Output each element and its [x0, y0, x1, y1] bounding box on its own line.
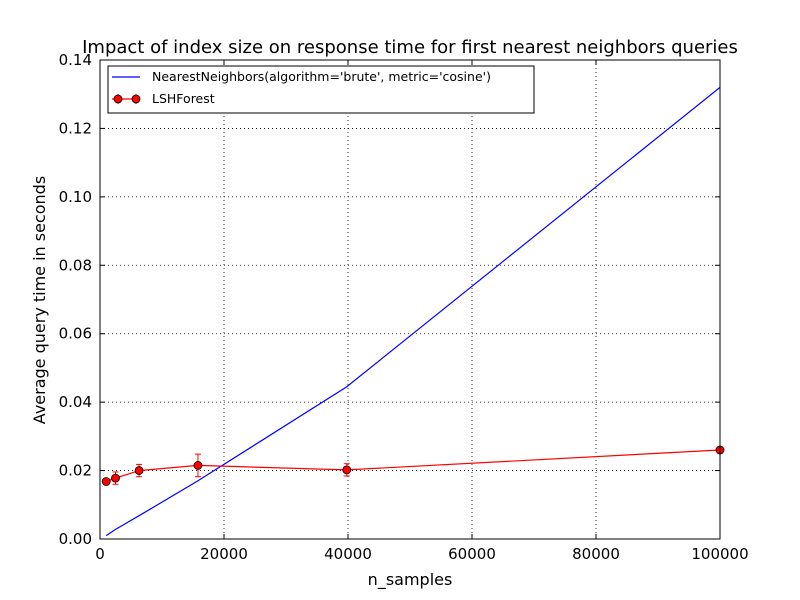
ticks: 0 20000 40000 60000 80000 100000 0.00 0.02 0.04 0…: [59, 51, 749, 563]
x-tick-label: 100000: [691, 545, 748, 563]
x-tick-label: 80000: [572, 545, 620, 563]
legend-box: [107, 65, 535, 114]
legend-label-0: NearestNeighbors(algorithm='brute', metr…: [152, 69, 491, 84]
x-tick-label: 60000: [448, 545, 496, 563]
series-line-0: [105, 86, 721, 537]
x-tick-label: 0: [95, 545, 105, 563]
y-tick-label: 0.04: [59, 393, 92, 411]
legend: NearestNeighbors(algorithm='brute', metr…: [107, 65, 535, 114]
y-tick-label: 0.06: [59, 325, 92, 343]
x-axis-label: n_samples: [368, 570, 453, 590]
y-tick-label: 0.12: [59, 119, 92, 137]
legend-marker: [131, 94, 141, 104]
y-tick-label: 0.02: [59, 462, 92, 480]
x-tick-label: 40000: [324, 545, 372, 563]
data-point: [134, 466, 144, 475]
y-tick-label: 0.10: [59, 188, 92, 206]
y-tick-label: 0.14: [59, 51, 92, 69]
legend-marker: [113, 94, 123, 104]
data-point: [101, 477, 111, 486]
legend-label-1: LSHForest: [152, 91, 215, 106]
data-point: [193, 461, 203, 470]
series-layer: [101, 86, 725, 537]
grid: [100, 60, 720, 539]
y-axis-label: Average query time in seconds: [30, 176, 49, 424]
y-tick-label: 0.00: [59, 530, 92, 548]
x-tick-label: 20000: [200, 545, 248, 563]
y-tick-label: 0.08: [59, 256, 92, 274]
data-point: [111, 473, 120, 483]
plot-frame: [99, 59, 721, 540]
data-point: [342, 465, 352, 475]
chart-title: Impact of index size on response time fo…: [82, 37, 738, 58]
